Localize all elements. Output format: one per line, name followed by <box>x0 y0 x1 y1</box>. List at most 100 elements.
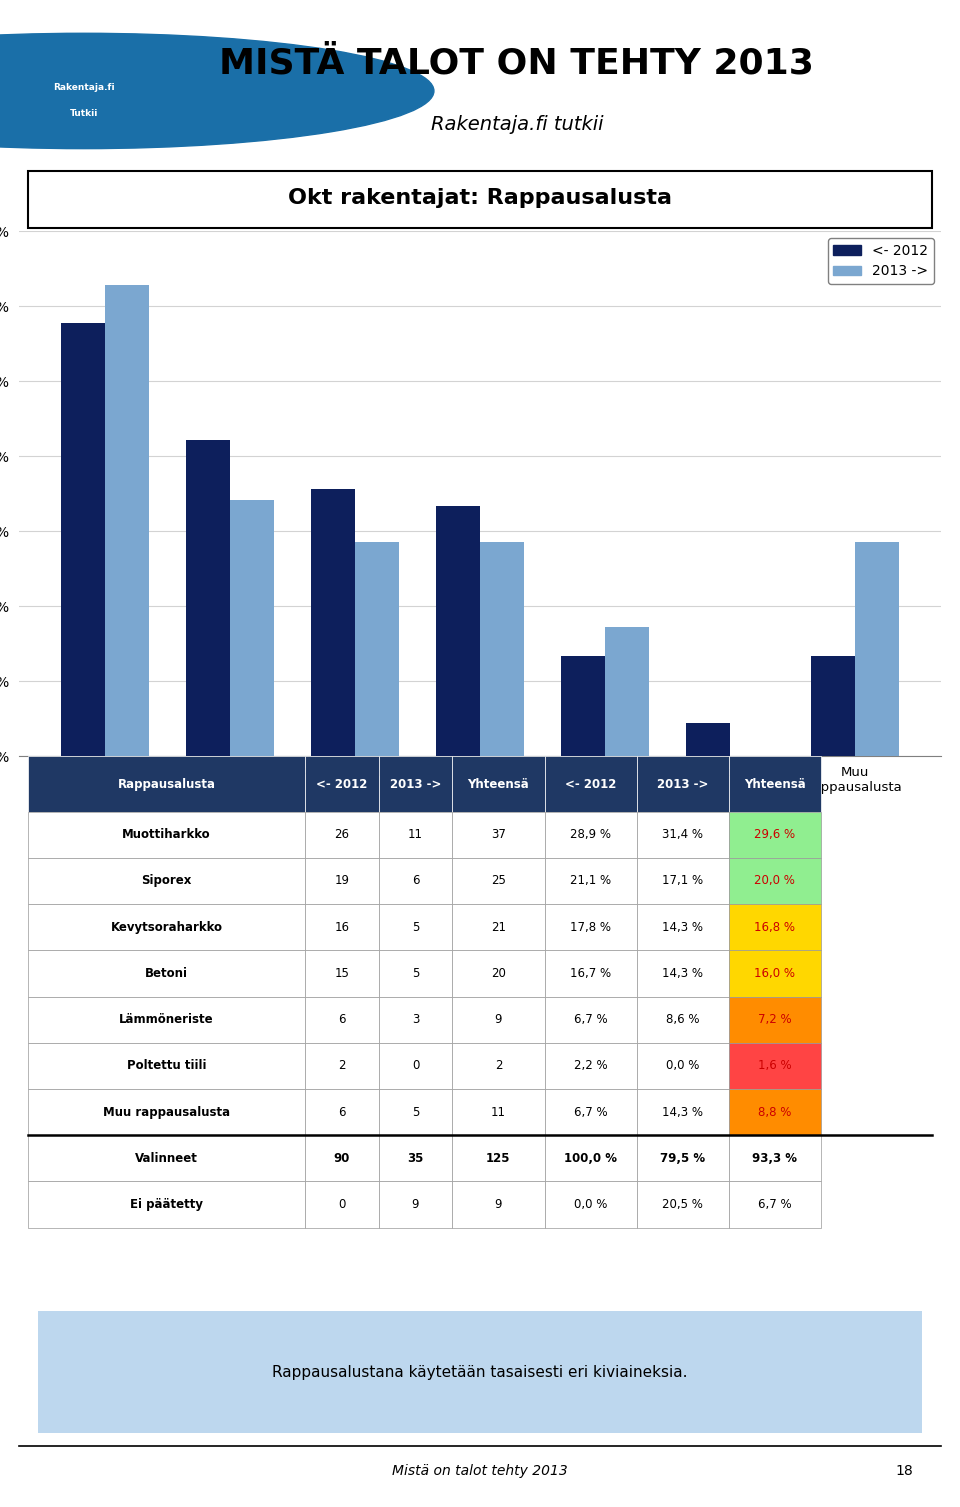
Bar <box>305 757 378 812</box>
Text: 8,6 %: 8,6 % <box>666 1013 700 1026</box>
Bar <box>305 1135 378 1181</box>
Text: 2: 2 <box>338 1059 346 1073</box>
Bar <box>729 1135 821 1181</box>
Text: 26: 26 <box>334 829 349 841</box>
Bar <box>186 440 229 757</box>
Text: Siporex: Siporex <box>141 874 192 888</box>
Text: 28,9 %: 28,9 % <box>570 829 612 841</box>
Bar <box>605 627 649 757</box>
Text: Rappausalusta: Rappausalusta <box>118 778 216 791</box>
Text: <- 2012: <- 2012 <box>316 778 368 791</box>
Bar <box>729 812 821 857</box>
Bar <box>729 857 821 904</box>
Text: 14,3 %: 14,3 % <box>662 921 704 934</box>
Text: 16,8 %: 16,8 % <box>755 921 796 934</box>
Bar <box>378 857 452 904</box>
Bar <box>636 812 729 857</box>
Bar <box>544 757 636 812</box>
Bar <box>29 1135 305 1181</box>
Bar <box>305 904 378 951</box>
Text: 18: 18 <box>896 1463 913 1478</box>
Bar <box>305 857 378 904</box>
Bar <box>562 656 605 757</box>
Text: 6,7 %: 6,7 % <box>758 1198 792 1212</box>
Bar <box>452 1043 544 1090</box>
Bar <box>636 904 729 951</box>
Text: 100,0 %: 100,0 % <box>564 1151 617 1165</box>
Text: 5: 5 <box>412 921 420 934</box>
Bar <box>729 1090 821 1135</box>
Bar <box>636 1135 729 1181</box>
Bar <box>105 285 149 757</box>
Bar <box>636 996 729 1043</box>
Bar <box>544 996 636 1043</box>
Text: 3: 3 <box>412 1013 420 1026</box>
Bar <box>636 857 729 904</box>
Text: 6: 6 <box>338 1013 346 1026</box>
Bar <box>436 506 480 757</box>
Bar <box>729 996 821 1043</box>
Text: 35: 35 <box>407 1151 423 1165</box>
Text: 6: 6 <box>338 1106 346 1118</box>
Text: 16,7 %: 16,7 % <box>570 967 612 980</box>
Bar <box>452 812 544 857</box>
Bar <box>311 490 355 757</box>
Bar <box>452 996 544 1043</box>
FancyBboxPatch shape <box>29 172 931 228</box>
Bar <box>855 543 899 757</box>
Text: <- 2012: <- 2012 <box>564 778 616 791</box>
Text: Yhteensä: Yhteensä <box>744 778 805 791</box>
Text: Muottiharkko: Muottiharkko <box>122 829 211 841</box>
Bar <box>729 951 821 996</box>
Bar <box>452 757 544 812</box>
Text: Ei päätetty: Ei päätetty <box>131 1198 204 1212</box>
Bar <box>29 857 305 904</box>
Bar <box>729 757 821 812</box>
Text: Muu rappausalusta: Muu rappausalusta <box>103 1106 230 1118</box>
Text: Tutkii: Tutkii <box>69 109 98 118</box>
Bar <box>378 757 452 812</box>
Bar <box>29 1090 305 1135</box>
Bar <box>305 996 378 1043</box>
Bar <box>29 904 305 951</box>
Text: Kevytsoraharkko: Kevytsoraharkko <box>110 921 223 934</box>
Bar <box>452 904 544 951</box>
Bar <box>544 904 636 951</box>
Text: 37: 37 <box>491 829 506 841</box>
Text: 11: 11 <box>491 1106 506 1118</box>
Bar <box>636 1043 729 1090</box>
Text: 6: 6 <box>412 874 420 888</box>
Bar <box>229 500 274 757</box>
Bar <box>378 1090 452 1135</box>
Bar <box>355 543 398 757</box>
Bar <box>305 1090 378 1135</box>
Bar <box>29 1043 305 1090</box>
Text: 31,4 %: 31,4 % <box>662 829 704 841</box>
Text: 14,3 %: 14,3 % <box>662 1106 704 1118</box>
Bar <box>61 322 105 757</box>
Text: MISTÄ TALOT ON TEHTY 2013: MISTÄ TALOT ON TEHTY 2013 <box>220 47 814 81</box>
Bar <box>480 543 524 757</box>
Text: Rakentaja.fi: Rakentaja.fi <box>53 83 114 92</box>
Bar <box>544 1043 636 1090</box>
Bar <box>452 951 544 996</box>
Text: 9: 9 <box>412 1198 420 1212</box>
Bar <box>636 757 729 812</box>
Text: 6,7 %: 6,7 % <box>574 1013 608 1026</box>
Text: 2,2 %: 2,2 % <box>574 1059 608 1073</box>
Bar <box>29 1181 305 1228</box>
Text: 21: 21 <box>491 921 506 934</box>
Text: Valinneet: Valinneet <box>135 1151 198 1165</box>
Bar <box>452 1181 544 1228</box>
Bar <box>378 904 452 951</box>
Bar <box>452 1135 544 1181</box>
Text: Yhteensä: Yhteensä <box>468 778 529 791</box>
Bar <box>686 723 731 757</box>
Bar <box>378 1135 452 1181</box>
Bar <box>29 757 305 812</box>
Bar <box>29 996 305 1043</box>
Text: Rappausalustana käytetään tasaisesti eri kiviaineksia.: Rappausalustana käytetään tasaisesti eri… <box>273 1365 687 1379</box>
Text: 9: 9 <box>494 1013 502 1026</box>
Bar <box>29 951 305 996</box>
Text: 2: 2 <box>494 1059 502 1073</box>
